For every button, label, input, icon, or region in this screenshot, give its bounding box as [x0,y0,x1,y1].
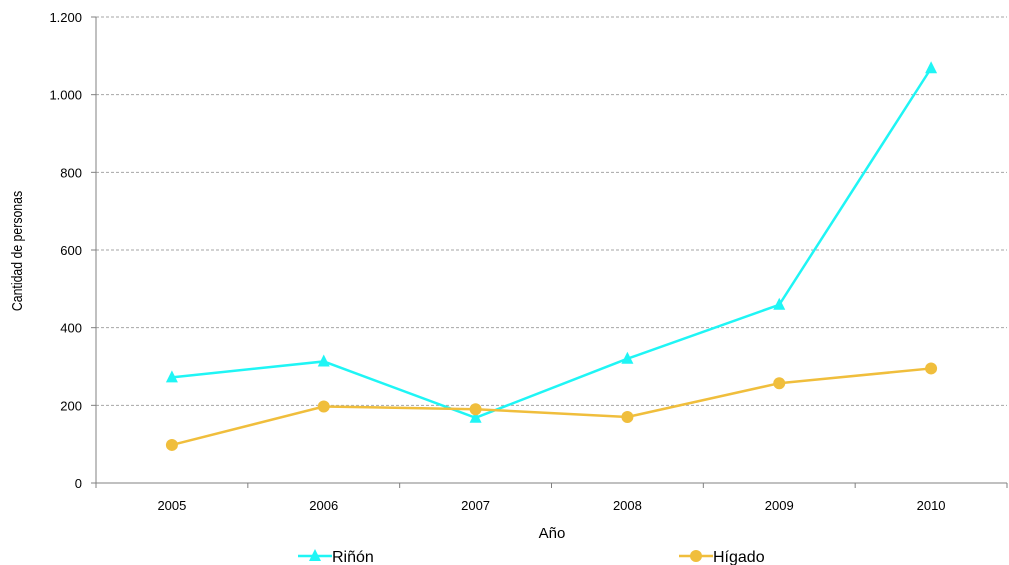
y-tick-label: 0 [75,476,82,491]
legend-label: Hígado [713,549,765,565]
data-point-marker [317,354,330,367]
data-point-marker [165,370,178,383]
legend: Riñón Hígado [298,549,765,565]
data-point-marker [317,400,330,413]
data-point-marker [621,410,634,423]
data-point-marker [469,410,482,423]
data-point-marker [773,297,786,310]
x-tick-label: 2007 [461,498,490,513]
legend-item: Riñón [298,549,374,565]
x-tick-label: 2008 [613,498,642,513]
y-tick-label: 200 [60,398,82,413]
x-tick-label: 2010 [917,498,946,513]
legend-marker [690,550,702,562]
series-line [171,67,933,420]
series-1 [165,61,938,423]
y-tick-label: 400 [60,321,82,336]
x-tick-label: 2005 [157,498,186,513]
legend-label: Riñón [332,549,374,565]
data-point-marker [925,61,938,74]
y-tick-label: 800 [60,165,82,180]
legend-marker [309,549,321,561]
y-tick-label: 600 [60,243,82,258]
series-line [171,367,932,447]
data-point-marker [469,403,482,416]
y-tick-label: 1.200 [49,10,82,25]
y-tick-labels: 0 200 400 600 800 1.000 1.200 [49,10,96,491]
data-point-marker [925,362,938,375]
y-axis-title: Cantidad de personas [9,191,25,311]
gridlines [96,16,1007,406]
data-point-marker [621,351,634,364]
y-tick-label: 1.000 [49,88,82,103]
series-group [165,61,938,451]
series-2 [165,362,938,451]
x-tick-label: 2006 [309,498,338,513]
x-axis-title: Año [539,525,566,542]
x-tick-label: 2009 [765,498,794,513]
legend-item: Hígado [679,549,765,565]
data-point-marker [165,438,178,451]
x-tick-labels: 2005 2006 2007 2008 2009 2010 [95,483,1008,513]
data-point-marker [773,377,786,390]
